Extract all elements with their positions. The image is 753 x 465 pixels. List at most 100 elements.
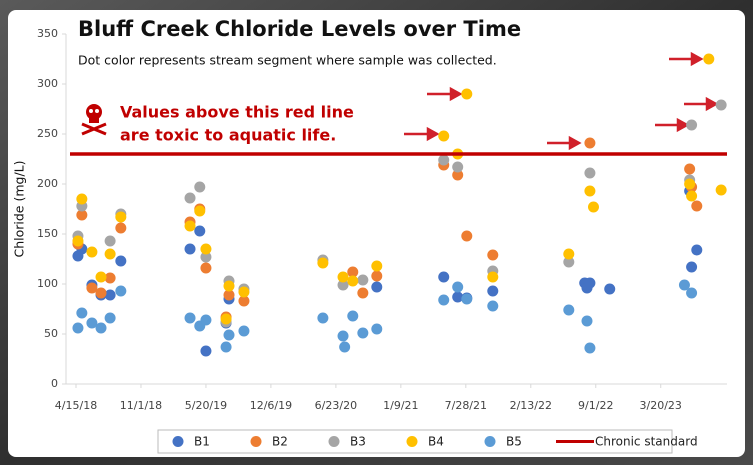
data-point <box>604 284 615 295</box>
legend-marker <box>329 436 340 447</box>
data-point <box>686 120 697 131</box>
data-point <box>72 236 83 247</box>
data-point <box>96 323 107 334</box>
data-point <box>691 245 702 256</box>
data-point <box>338 331 349 342</box>
data-point <box>224 281 235 292</box>
data-point <box>716 185 727 196</box>
data-point <box>238 287 249 298</box>
data-point <box>115 212 126 223</box>
data-point <box>338 272 349 283</box>
x-tick-label: 5/20/19 <box>185 399 227 412</box>
data-point <box>238 326 249 337</box>
data-point <box>686 262 697 273</box>
data-point <box>105 236 116 247</box>
legend-marker <box>485 436 496 447</box>
data-point <box>317 258 328 269</box>
x-tick-label: 1/9/21 <box>383 399 418 412</box>
data-point <box>588 202 599 213</box>
data-point <box>563 305 574 316</box>
x-tick-label: 9/1/22 <box>578 399 613 412</box>
legend-label: B5 <box>506 435 522 449</box>
data-point <box>96 288 107 299</box>
annotation: Values above this red line <box>120 103 354 122</box>
data-point <box>371 324 382 335</box>
annotation: are toxic to aquatic life. <box>120 126 336 145</box>
y-tick-label: 150 <box>37 227 58 240</box>
data-point <box>584 168 595 179</box>
data-point <box>357 328 368 339</box>
data-point <box>563 249 574 260</box>
y-tick-label: 350 <box>37 27 58 40</box>
data-point <box>105 290 116 301</box>
data-point <box>584 186 595 197</box>
data-point <box>194 206 205 217</box>
legend-marker <box>173 436 184 447</box>
x-tick-label: 12/6/19 <box>250 399 292 412</box>
data-point <box>115 286 126 297</box>
data-point <box>438 295 449 306</box>
page: {"chart_data": {"type": "scatter", "titl… <box>0 0 753 465</box>
data-point <box>76 308 87 319</box>
chart: Bluff CreekChloride Levels over Time Dot… <box>0 0 753 465</box>
data-point <box>224 330 235 341</box>
data-point <box>185 193 196 204</box>
x-tick-label: 6/23/20 <box>315 399 357 412</box>
data-point <box>200 244 211 255</box>
data-point <box>487 301 498 312</box>
y-tick-label: 50 <box>44 327 58 340</box>
x-tick-label: 2/13/22 <box>510 399 552 412</box>
data-point <box>584 278 595 289</box>
data-point <box>317 313 328 324</box>
data-point <box>200 346 211 357</box>
data-point <box>200 315 211 326</box>
data-point <box>194 182 205 193</box>
data-point <box>347 276 358 287</box>
data-point <box>438 131 449 142</box>
data-point <box>96 272 107 283</box>
data-point <box>105 313 116 324</box>
data-point <box>185 244 196 255</box>
data-point <box>371 261 382 272</box>
legend-label: B2 <box>272 435 288 449</box>
data-point <box>72 323 83 334</box>
data-point <box>357 288 368 299</box>
legend-label: Chronic standard <box>595 435 698 449</box>
data-point <box>703 54 714 65</box>
legend-marker <box>407 436 418 447</box>
x-tick-label: 3/20/23 <box>640 399 682 412</box>
y-tick-label: 0 <box>51 377 58 390</box>
data-point <box>438 272 449 283</box>
data-point <box>105 249 116 260</box>
data-point <box>357 275 368 286</box>
data-point <box>452 282 463 293</box>
data-point <box>686 191 697 202</box>
data-point <box>686 288 697 299</box>
data-point <box>371 282 382 293</box>
data-point <box>461 231 472 242</box>
data-point <box>115 256 126 267</box>
x-tick-label: 4/15/18 <box>55 399 97 412</box>
data-point <box>115 223 126 234</box>
data-point <box>221 314 232 325</box>
data-point <box>452 162 463 173</box>
title-rest: Chloride Levels over Time <box>215 17 521 41</box>
data-point <box>438 155 449 166</box>
data-point <box>221 342 232 353</box>
data-point <box>76 194 87 205</box>
x-tick-label: 7/28/21 <box>445 399 487 412</box>
data-point <box>339 342 350 353</box>
legend-marker <box>251 436 262 447</box>
y-tick-label: 200 <box>37 177 58 190</box>
data-point <box>194 226 205 237</box>
data-point <box>487 272 498 283</box>
data-point <box>347 311 358 322</box>
data-point <box>461 294 472 305</box>
data-point <box>684 164 695 175</box>
data-point <box>371 271 382 282</box>
data-point <box>716 100 727 111</box>
y-tick-label: 250 <box>37 127 58 140</box>
data-point <box>584 343 595 354</box>
data-point <box>185 313 196 324</box>
